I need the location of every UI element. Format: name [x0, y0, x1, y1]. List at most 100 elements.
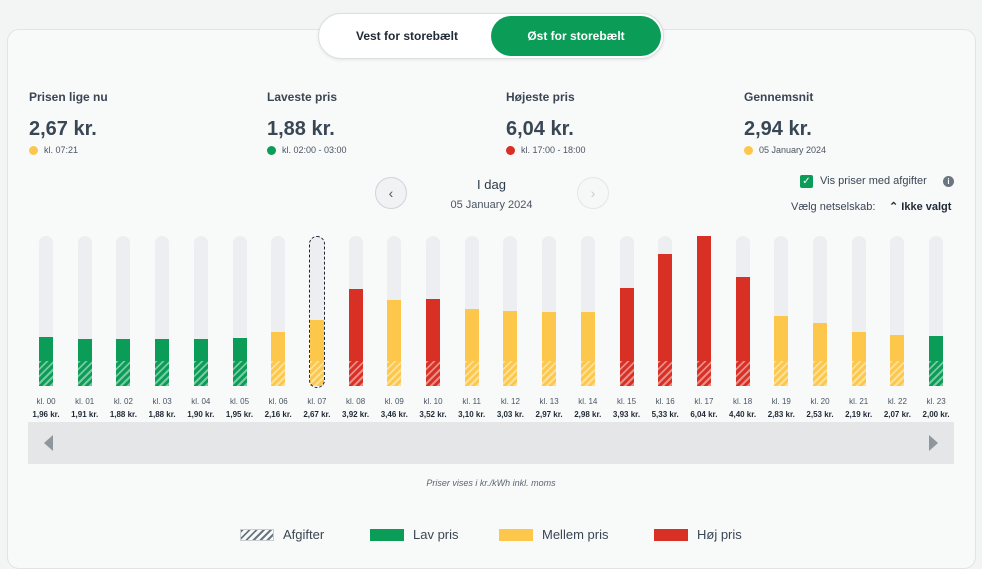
- bar-fee-hatch: [580, 361, 595, 386]
- bar-fee-hatch: [426, 361, 440, 386]
- stat-sub: kl. 02:00 - 03:00: [267, 145, 347, 155]
- price-label: 3,92 kr.: [342, 410, 370, 419]
- tab-ost[interactable]: Øst for storebælt: [491, 16, 661, 56]
- chart-scrollbar[interactable]: [28, 422, 954, 464]
- bar-fee-hatch: [851, 361, 866, 386]
- check-icon: ✓: [802, 176, 811, 187]
- net-company-value: Ikke valgt: [901, 201, 952, 213]
- tab-vest[interactable]: Vest for storebælt: [355, 29, 459, 43]
- bar-value: [851, 331, 866, 386]
- hour-label: kl. 22: [887, 397, 907, 406]
- bar-value: [77, 338, 92, 386]
- stat-value: 2,67 kr.: [29, 118, 97, 140]
- price-label: 1,90 kr.: [187, 410, 215, 419]
- bar-value: [232, 337, 247, 386]
- bar-value: [696, 236, 711, 386]
- price-label: 5,33 kr.: [651, 410, 679, 419]
- bar-fee-hatch: [116, 361, 131, 386]
- bar-fee-hatch: [348, 361, 363, 386]
- hour-label: kl. 14: [578, 397, 598, 406]
- swatch-icon: [499, 528, 533, 541]
- prev-day-button[interactable]: ‹: [375, 177, 407, 209]
- status-dot-icon: [744, 145, 753, 155]
- hour-label: kl. 00: [36, 397, 56, 406]
- next-day-button[interactable]: ›: [577, 177, 609, 209]
- bar-value: [464, 309, 479, 386]
- bar-value: [542, 312, 557, 386]
- info-icon[interactable]: i: [943, 176, 954, 187]
- price-label: 3,03 kr.: [496, 410, 524, 419]
- net-company-label: Vælg netselskab:: [791, 201, 876, 213]
- price-label: 3,46 kr.: [380, 410, 408, 419]
- bar-value: [735, 276, 750, 386]
- bar-fee-hatch: [271, 361, 286, 386]
- swatch-icon: [654, 528, 688, 541]
- bar-fee-hatch: [658, 361, 673, 386]
- price-label: 2,16 kr.: [264, 410, 292, 419]
- price-note: Priser vises i kr./kWh inkl. moms: [426, 478, 556, 488]
- hour-label: kl. 04: [191, 397, 211, 406]
- arrow-right-icon[interactable]: [929, 435, 938, 451]
- bar-fee-hatch: [77, 361, 92, 386]
- day-title: I dag: [477, 177, 506, 192]
- price-label: 2,97 kr.: [535, 410, 563, 419]
- bar-fee-hatch: [696, 361, 711, 386]
- price-label: 2,98 kr.: [574, 410, 602, 419]
- legend-label: Mellem pris: [542, 527, 609, 542]
- stat-sub-text: kl. 17:00 - 18:00: [521, 145, 586, 155]
- price-label: 3,10 kr.: [458, 410, 486, 419]
- price-label: 1,88 kr.: [148, 410, 176, 419]
- day-date: 05 January 2024: [450, 199, 533, 211]
- bar-value: [271, 332, 286, 386]
- bar-value: [116, 339, 131, 386]
- bar-value: [774, 315, 789, 386]
- stat-label: Prisen lige nu: [29, 90, 108, 104]
- stat-sub-text: kl. 07:21: [44, 145, 79, 155]
- hour-label: kl. 23: [926, 397, 946, 406]
- stat-lowest: Laveste pris 1,88 kr. kl. 02:00 - 03:00: [267, 90, 347, 155]
- hour-label: kl. 20: [810, 397, 830, 406]
- bar-value: [619, 288, 634, 386]
- stat-current: Prisen lige nu 2,67 kr. kl. 07:21: [29, 90, 108, 155]
- hour-label: kl. 10: [423, 397, 443, 406]
- price-label: 2,53 kr.: [806, 410, 834, 419]
- region-toggle: Vest for storebælt Øst for storebælt: [318, 13, 664, 59]
- hour-label: kl. 05: [229, 397, 250, 406]
- show-fees-checkbox[interactable]: ✓: [800, 175, 813, 188]
- bar-fee-hatch: [155, 361, 170, 386]
- hour-label: kl. 01: [75, 397, 95, 406]
- price-label: 3,52 kr.: [419, 410, 447, 419]
- selected-hour-outline: [308, 236, 325, 388]
- price-label: 1,96 kr.: [32, 410, 60, 419]
- bar-value: [309, 319, 324, 386]
- bar-fee-hatch: [890, 361, 905, 386]
- legend-label: Høj pris: [697, 527, 742, 542]
- bar-value: [503, 310, 518, 386]
- hour-label: kl. 06: [268, 397, 288, 406]
- hour-label: kl. 21: [849, 397, 869, 406]
- stat-highest: Højeste pris 6,04 kr. kl. 17:00 - 18:00: [506, 90, 586, 155]
- bar-fee-hatch: [542, 361, 557, 386]
- price-label: 2,00 kr.: [922, 410, 950, 419]
- stat-sub-text: 05 January 2024: [759, 145, 827, 155]
- bar-fee-hatch: [619, 361, 634, 386]
- price-label: 3,93 kr.: [612, 410, 641, 419]
- status-dot-icon: [29, 145, 38, 155]
- price-label: 2,67 kr.: [303, 410, 331, 419]
- hour-label: kl. 03: [152, 397, 172, 406]
- arrow-left-icon[interactable]: [44, 435, 53, 451]
- legend-mid: Mellem pris: [499, 527, 608, 542]
- status-dot-icon: [506, 145, 515, 155]
- swatch-icon: [370, 528, 404, 541]
- hatch-swatch-icon: [240, 528, 274, 541]
- stat-value: 1,88 kr.: [267, 118, 335, 140]
- hour-label: kl. 07: [307, 397, 327, 406]
- bar-value: [348, 288, 363, 386]
- bar-fee-hatch: [387, 361, 402, 386]
- hour-label: kl. 17: [694, 397, 714, 406]
- stat-sub: 05 January 2024: [744, 145, 826, 155]
- net-company-select[interactable]: ⌃ Ikke valgt: [889, 200, 951, 213]
- bar-fee-hatch: [309, 361, 324, 386]
- stat-sub: kl. 07:21: [29, 145, 108, 155]
- bar-value: [658, 253, 673, 386]
